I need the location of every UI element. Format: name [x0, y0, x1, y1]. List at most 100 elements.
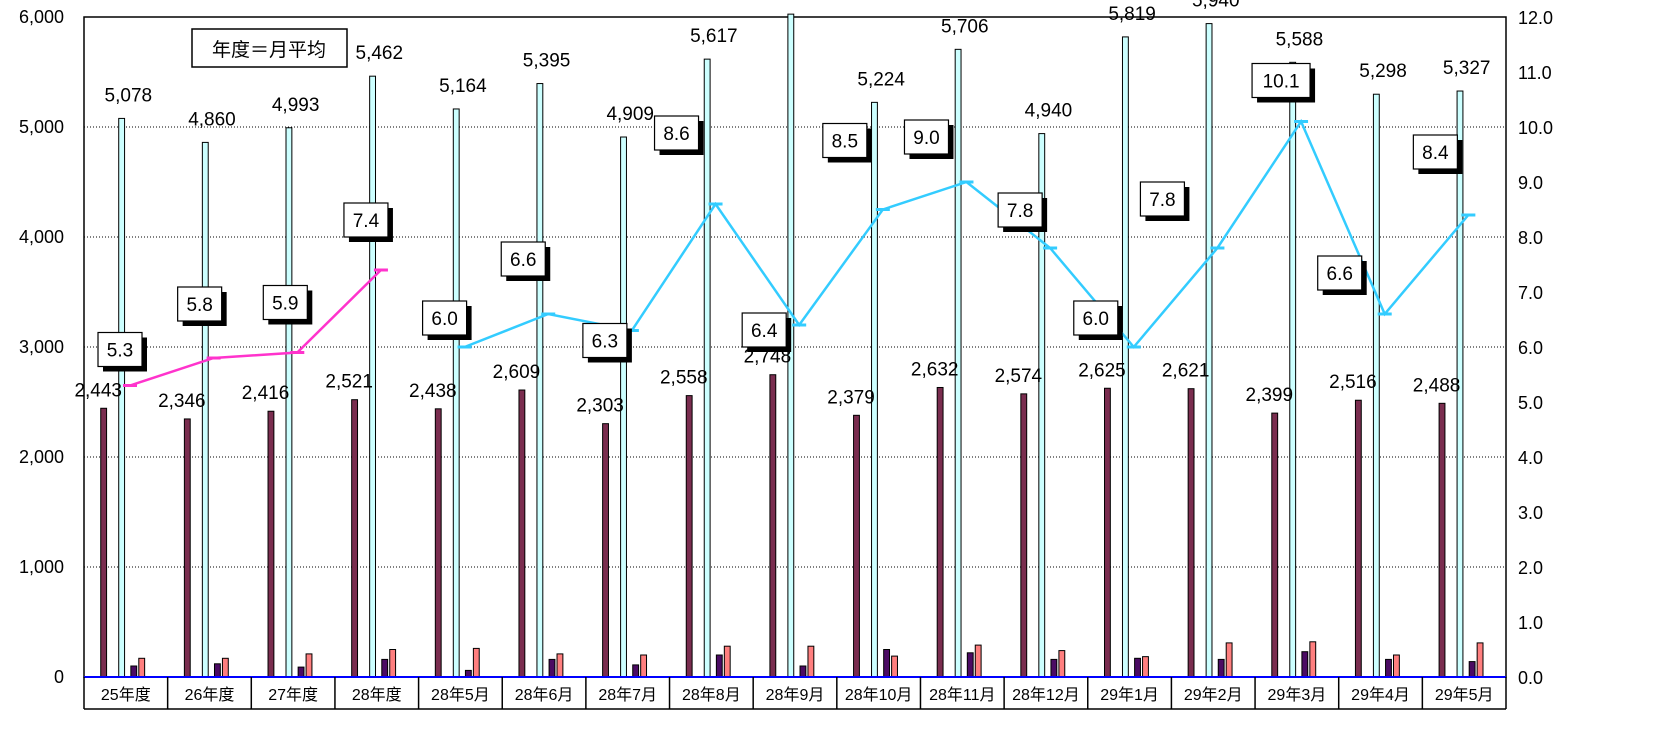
- ratio-label-box: [1317, 255, 1363, 291]
- bar-value-label: 2,346: [158, 391, 206, 412]
- bar-value-label: 4,940: [1025, 101, 1073, 122]
- category-label: 28年9月: [766, 686, 825, 704]
- bar-value-label: 2,443: [74, 380, 122, 401]
- bar-value-label: 5,819: [1108, 4, 1156, 25]
- ratio-value-label: 9.0: [913, 128, 939, 149]
- category-label: 29年1月: [1100, 686, 1159, 704]
- ratio-value-label: 7.8: [1149, 190, 1175, 211]
- right-axis-ticks: 0.0 1.0 2.0 3.0 4.0 5.0 6.0 7.0 8.0 9.0 10.0 11.0 12…: [1518, 8, 1553, 688]
- bar-series-1: [1103, 387, 1111, 678]
- bar-value-label: 2,609: [493, 362, 541, 383]
- bar-series-4: [1476, 642, 1484, 678]
- bar-series-1: [685, 395, 693, 678]
- category-label: 29年5月: [1435, 686, 1494, 704]
- bar-series-4: [472, 647, 480, 678]
- ratio-value-label: 6.0: [1083, 309, 1109, 330]
- category-label: 28年6月: [515, 686, 574, 704]
- ratio-value-label: 6.6: [1327, 264, 1353, 285]
- category-axis: 25年度 26年度 27年度 28年度 28年5月 28年6月 28年7月 28年8月 28年9…: [83, 677, 1507, 710]
- ratio-label-box: [582, 322, 628, 359]
- bar-series-1: [518, 389, 526, 678]
- category-label: 25年度: [101, 686, 151, 704]
- bar-value-label: 5,327: [1443, 58, 1491, 79]
- bar-series-1: [1187, 388, 1195, 678]
- ratio-label-box: [1073, 300, 1119, 336]
- category-label: 28年5月: [431, 686, 490, 704]
- bar-series-1: [1354, 399, 1362, 678]
- bar-series-3: [799, 665, 807, 678]
- ratio-label-box: [1251, 62, 1311, 99]
- bar-series-4: [891, 655, 898, 678]
- ratio-label-box: [653, 115, 700, 151]
- annotation-text: 年度＝月平均: [212, 39, 326, 61]
- bar-series-3: [966, 652, 974, 678]
- bar-value-label: 5,588: [1276, 29, 1324, 50]
- y-left-tick-label: 1,000: [19, 557, 64, 577]
- bar-series-3: [1301, 651, 1309, 678]
- bar-value-label: 2,399: [1246, 385, 1294, 406]
- bar-series-1: [1271, 412, 1279, 678]
- y-right-tick-label: 12.0: [1518, 8, 1553, 28]
- bar-value-label: 2,621: [1162, 361, 1210, 382]
- y-right-tick-label: 4.0: [1518, 448, 1543, 468]
- bar-series-4: [807, 645, 815, 678]
- y-left-tick-label: 4,000: [19, 227, 64, 247]
- y-right-tick-label: 2.0: [1518, 558, 1543, 578]
- bar-series-3: [548, 658, 556, 678]
- bar-value-label: 2,558: [660, 368, 708, 389]
- bar-value-label: 5,298: [1359, 61, 1407, 82]
- bar-series-1: [853, 414, 860, 678]
- annotation-box: 年度＝月平均: [191, 28, 348, 68]
- ratio-value-label: 7.4: [353, 211, 380, 232]
- ratio-value-label: 6.3: [592, 332, 618, 353]
- bar-series-3: [1134, 657, 1141, 678]
- ratio-value-label: 10.1: [1263, 72, 1300, 93]
- bar-value-label: 2,438: [409, 381, 457, 402]
- bar-value-label: 5,940: [1192, 0, 1240, 12]
- ratio-label-box: [262, 284, 308, 321]
- bar-value-label: 5,164: [439, 76, 487, 97]
- bar-series-1: [1438, 402, 1446, 678]
- bar-value-label: 2,516: [1329, 372, 1377, 393]
- ratio-value-label: 8.6: [663, 124, 689, 145]
- bar-value-label: 2,488: [1413, 375, 1461, 396]
- bar-series-3: [213, 663, 221, 678]
- ratio-label-box: [97, 331, 143, 368]
- bar-value-label: 2,303: [576, 396, 624, 417]
- ratio-label-box: [1412, 134, 1458, 170]
- bar-series-4: [556, 653, 564, 678]
- bar-series-1: [936, 386, 944, 678]
- bar-series-3: [1468, 661, 1476, 678]
- bar-series-3: [1050, 658, 1058, 678]
- bar-series-4: [1225, 642, 1233, 678]
- y-left-tick-label: 0: [54, 667, 64, 687]
- bar-value-label: 5,395: [523, 51, 571, 72]
- bar-series-1: [602, 423, 609, 678]
- category-label: 29年3月: [1268, 686, 1327, 704]
- bar-value-label: 2,625: [1078, 360, 1126, 381]
- bar-value-label: 2,521: [325, 372, 373, 393]
- bar-value-label: 4,993: [272, 95, 320, 116]
- y-right-tick-label: 9.0: [1518, 173, 1543, 193]
- bar-series-3: [632, 664, 640, 678]
- bar-value-label: 5,224: [857, 69, 905, 90]
- ratio-value-label: 5.9: [272, 294, 298, 315]
- category-label: 28年11月: [929, 686, 995, 704]
- ratio-value-label: 6.6: [510, 250, 536, 271]
- bar-series-1: [267, 410, 275, 678]
- bar-series-2: [1205, 23, 1213, 678]
- y-right-tick-label: 7.0: [1518, 283, 1543, 303]
- y-right-tick-label: 8.0: [1518, 228, 1543, 248]
- y-right-tick-label: 11.0: [1518, 63, 1552, 83]
- ratio-value-label: 5.8: [186, 295, 212, 316]
- ratio-value-label: 6.0: [431, 309, 457, 330]
- y-right-tick-label: 1.0: [1518, 613, 1543, 633]
- bar-series-4: [1058, 650, 1066, 678]
- bar-series-4: [221, 657, 229, 678]
- y-left-tick-label: 5,000: [19, 117, 64, 137]
- bar-series-3: [1217, 658, 1225, 678]
- bar-value-label: 4,860: [188, 109, 236, 130]
- bar-series-1: [100, 407, 108, 678]
